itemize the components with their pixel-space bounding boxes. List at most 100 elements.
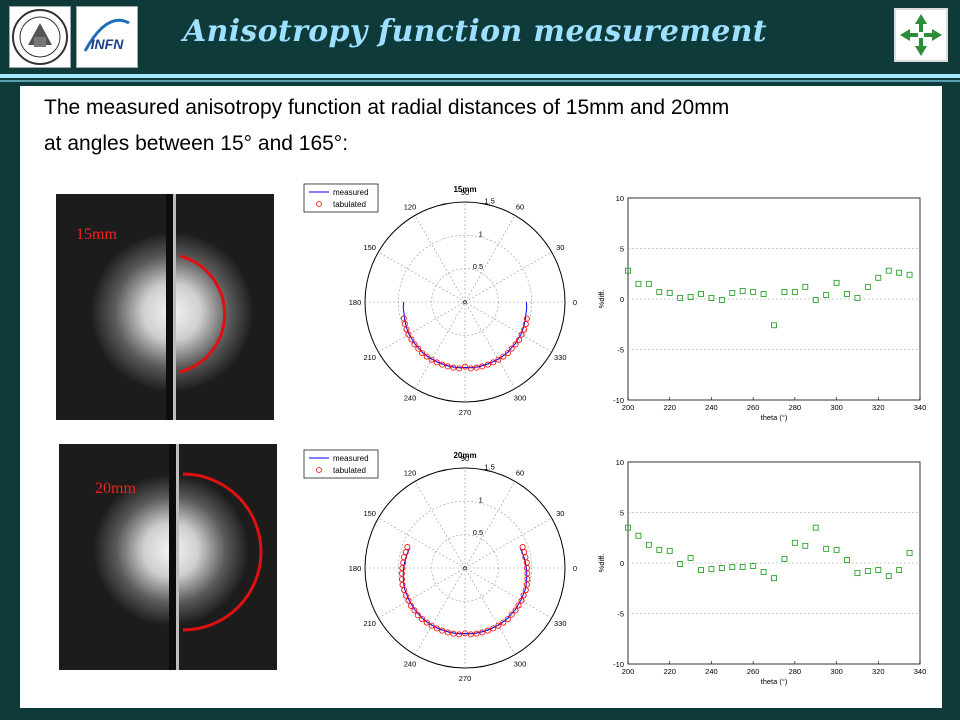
x-tick-label: 240 xyxy=(705,667,718,676)
series-tabulated-point xyxy=(490,625,497,632)
y-tick-label: 10 xyxy=(616,458,624,467)
diff-point xyxy=(781,288,788,295)
polar-angle-label: 30 xyxy=(556,509,564,518)
polar-angle-label: 0 xyxy=(573,298,577,307)
series-tabulated-point xyxy=(479,363,486,370)
series-tabulated-point xyxy=(518,331,525,338)
series-tabulated-point xyxy=(508,345,515,352)
polar-radial-label: 1.5 xyxy=(484,197,494,206)
series-tabulated-point xyxy=(423,353,430,360)
x-axis-label: theta (°) xyxy=(761,677,788,686)
diff-point xyxy=(645,541,652,548)
polar-angle-label: 300 xyxy=(514,659,527,668)
diff-point xyxy=(635,532,642,539)
diff-point xyxy=(666,289,673,296)
scan-image-svg xyxy=(59,444,277,670)
series-tabulated-point xyxy=(433,625,440,632)
infn-icon: INFN xyxy=(83,18,130,52)
x-tick-label: 200 xyxy=(622,667,635,676)
x-tick-label: 300 xyxy=(830,667,843,676)
y-tick-label: 5 xyxy=(620,509,624,518)
diff-point xyxy=(708,295,715,301)
polar-origin xyxy=(463,566,467,570)
header-rule-thin xyxy=(0,80,960,82)
y-tick-label: -5 xyxy=(617,346,624,355)
page-title: Anisotropy function measurement xyxy=(183,14,767,49)
seal-icon xyxy=(12,9,68,65)
scan-image-20mm: 20mm xyxy=(59,444,277,670)
polar-spoke xyxy=(378,517,552,619)
scan-image-15mm: 15mm xyxy=(56,194,274,420)
series-tabulated-point xyxy=(407,602,414,609)
series-tabulated-point xyxy=(504,616,511,623)
series-tabulated-point xyxy=(524,575,531,582)
polar-radial-label: 0.5 xyxy=(473,528,483,537)
series-tabulated-point xyxy=(523,315,530,322)
series-tabulated-point xyxy=(401,587,408,594)
diff-point xyxy=(864,568,871,575)
y-tick-label: -10 xyxy=(613,396,624,405)
series-tabulated-point xyxy=(521,326,528,333)
series-tabulated-point xyxy=(473,630,480,637)
polar-angle-label: 330 xyxy=(554,619,567,628)
legend-tabulated-label: tabulated xyxy=(333,200,366,209)
series-tabulated-point xyxy=(495,356,502,363)
x-tick-label: 340 xyxy=(914,403,926,412)
series-tabulated-point xyxy=(444,363,451,370)
diff-point xyxy=(750,563,757,569)
header-rule xyxy=(0,74,960,78)
diff-point xyxy=(885,573,892,580)
diff-point xyxy=(771,322,777,329)
polar-angle-label: 30 xyxy=(556,243,564,252)
series-tabulated-point xyxy=(524,570,531,577)
series-tabulated-point xyxy=(467,365,474,372)
diff-point xyxy=(812,297,819,303)
polar-angle-label: 60 xyxy=(516,203,524,212)
series-tabulated-point xyxy=(428,356,435,363)
series-tabulated-point xyxy=(520,592,527,599)
series-tabulated-point xyxy=(450,630,457,637)
polar-angle-label: 90 xyxy=(461,454,469,463)
diff-point xyxy=(781,556,788,562)
polar-radial-label: 1 xyxy=(479,495,483,504)
polar-title: 20mm xyxy=(453,451,476,460)
series-tabulated-point xyxy=(398,576,405,583)
x-tick-label: 240 xyxy=(705,403,718,412)
series-tabulated-point xyxy=(523,581,530,588)
series-tabulated-point xyxy=(439,627,446,634)
y-tick-label: -10 xyxy=(613,660,624,669)
series-measured-line xyxy=(402,301,528,369)
diff-point xyxy=(833,279,840,286)
series-tabulated-point xyxy=(508,611,515,618)
series-tabulated-point xyxy=(411,607,418,614)
scan-image-svg xyxy=(56,194,274,420)
diff-point xyxy=(729,564,736,570)
series-tabulated-point xyxy=(461,630,468,637)
series-tabulated-point xyxy=(399,581,406,588)
diff-point xyxy=(718,565,725,572)
polar-origin xyxy=(463,300,467,304)
polar-angle-label: 240 xyxy=(404,393,417,402)
legend-tabulated-marker xyxy=(316,201,322,207)
diff-point xyxy=(875,567,882,574)
image-label: 15mm xyxy=(76,226,117,243)
series-tabulated-point xyxy=(490,359,497,366)
polar-chart-svg: measured tabulated 20mm 0 30 60 90 120 150 180 210… xyxy=(303,449,577,683)
series-tabulated-point xyxy=(450,364,457,371)
polar-title: 15mm xyxy=(453,185,476,194)
series-tabulated-point xyxy=(456,365,463,372)
polar-radial-label: 0.5 xyxy=(473,262,483,271)
diff-point xyxy=(823,545,830,552)
diff-point xyxy=(656,288,663,295)
diff-point xyxy=(666,547,673,554)
x-tick-label: 220 xyxy=(663,403,676,412)
series-tabulated-point xyxy=(515,602,522,609)
legend-tabulated-marker xyxy=(316,467,322,473)
diff-point xyxy=(625,524,631,531)
y-axis-label: %diff. xyxy=(597,554,606,573)
diff-point xyxy=(802,542,809,549)
y-tick-label: 0 xyxy=(620,295,624,304)
y-axis-label: %diff. xyxy=(597,290,606,309)
